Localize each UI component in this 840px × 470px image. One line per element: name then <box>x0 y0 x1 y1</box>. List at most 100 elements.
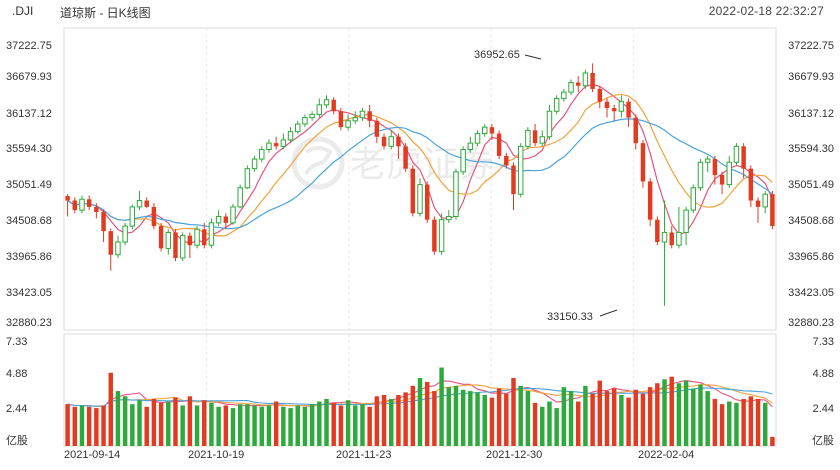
candle-body <box>511 165 516 195</box>
volume-bar <box>65 404 70 446</box>
date-axis-label: 2021-11-23 <box>336 449 392 461</box>
date-axis-label: 2021-12-30 <box>486 449 543 461</box>
volume-bar <box>482 395 487 446</box>
volume-bar <box>281 406 286 446</box>
date-axis-label: 2021-09-14 <box>64 449 121 461</box>
candle-body <box>532 130 538 144</box>
price-axis-label-left: 36137.12 <box>6 108 52 120</box>
volume-bar <box>439 367 444 446</box>
volume-bar <box>683 380 689 446</box>
low-annotation: 33150.33 <box>547 311 593 323</box>
candle-body <box>460 149 466 173</box>
candle-body <box>280 139 287 147</box>
volume-bar <box>583 385 588 446</box>
candle-body <box>704 158 711 163</box>
candle-body <box>215 215 222 224</box>
candle-body <box>568 82 574 93</box>
candle-body <box>94 206 99 213</box>
candle-body <box>676 231 682 246</box>
volume-axis-label-right: 7.33 <box>812 336 834 348</box>
volume-bar <box>676 383 682 446</box>
price-axis-label-right: 37222.75 <box>788 40 834 52</box>
candle-body <box>302 117 308 125</box>
volume-bar <box>489 397 495 446</box>
price-axis-label-right: 36137.12 <box>788 108 834 120</box>
candle-body <box>374 120 380 137</box>
candle-body <box>697 161 704 189</box>
volume-bar <box>770 436 775 446</box>
volume-bar <box>410 385 416 446</box>
volume-bar <box>640 393 646 446</box>
volume-bar <box>389 398 394 446</box>
volume-bar <box>266 405 272 446</box>
candle-body <box>338 111 344 128</box>
volume-bar <box>151 398 157 446</box>
candle-body <box>481 126 488 135</box>
candle-body <box>266 142 272 151</box>
volume-bar <box>94 408 99 446</box>
volume-bar <box>338 405 344 446</box>
volume-bar <box>374 396 380 446</box>
candle-body <box>690 187 697 211</box>
volume-axis-label-left: 4.88 <box>6 368 28 380</box>
candle-body <box>748 168 754 201</box>
volume-bar <box>691 388 696 446</box>
volume-bar <box>381 395 387 446</box>
candle-body <box>202 229 207 246</box>
candle-body <box>259 149 265 160</box>
volume-bar <box>575 401 581 446</box>
ma-long-line <box>67 118 773 230</box>
volume-bar <box>187 396 193 446</box>
price-axis-label-left: 33965.86 <box>6 251 52 263</box>
volume-bar <box>158 402 164 446</box>
volume-bar <box>496 388 502 446</box>
candle-body <box>597 88 603 102</box>
candle-body <box>712 159 718 176</box>
candle-body <box>115 241 121 256</box>
volume-bar <box>719 404 725 446</box>
volume-bar <box>554 408 559 446</box>
candle-body <box>396 136 401 147</box>
candle-body <box>489 127 495 134</box>
candle-body <box>755 200 761 207</box>
candle-body <box>309 113 315 119</box>
volume-bar <box>79 405 85 446</box>
candle-body <box>295 123 301 133</box>
volume-bar <box>741 398 746 446</box>
volume-bar <box>525 391 531 446</box>
volume-unit-label-right: 亿股 <box>812 435 834 447</box>
volume-bar <box>460 389 466 446</box>
candle-body <box>669 232 674 246</box>
candle-body <box>194 228 200 246</box>
price-axis-label-left: 35051.49 <box>6 179 52 191</box>
candle-body <box>417 184 423 214</box>
candle-body <box>446 215 452 221</box>
candle-body <box>590 72 595 89</box>
volume-bar <box>511 378 516 446</box>
candle-body <box>208 222 215 246</box>
timestamp: 2022-02-18 22:32:27 <box>708 4 824 18</box>
candle-body <box>65 196 70 201</box>
candle-body <box>770 194 775 227</box>
volume-bar <box>194 405 200 446</box>
volume-bar <box>518 385 523 446</box>
candle-body <box>467 142 474 151</box>
volume-bar <box>727 401 732 446</box>
volume-bar <box>202 400 207 446</box>
candle-body <box>741 146 746 169</box>
volume-bar <box>252 405 257 446</box>
candle-body <box>424 184 430 220</box>
price-axis-label-left: 32880.23 <box>6 317 52 329</box>
candle-body <box>187 235 193 246</box>
volume-bar <box>237 404 243 446</box>
price-axis-label-left: 35594.30 <box>6 143 52 155</box>
candle-body <box>403 146 408 169</box>
volume-bar <box>633 389 638 446</box>
price-axis-label-left: 36679.93 <box>6 71 52 83</box>
candle-body <box>287 131 294 141</box>
candle-body <box>719 175 725 185</box>
volume-bar <box>468 391 473 446</box>
candle-body <box>762 193 768 208</box>
candle-body <box>273 143 279 147</box>
